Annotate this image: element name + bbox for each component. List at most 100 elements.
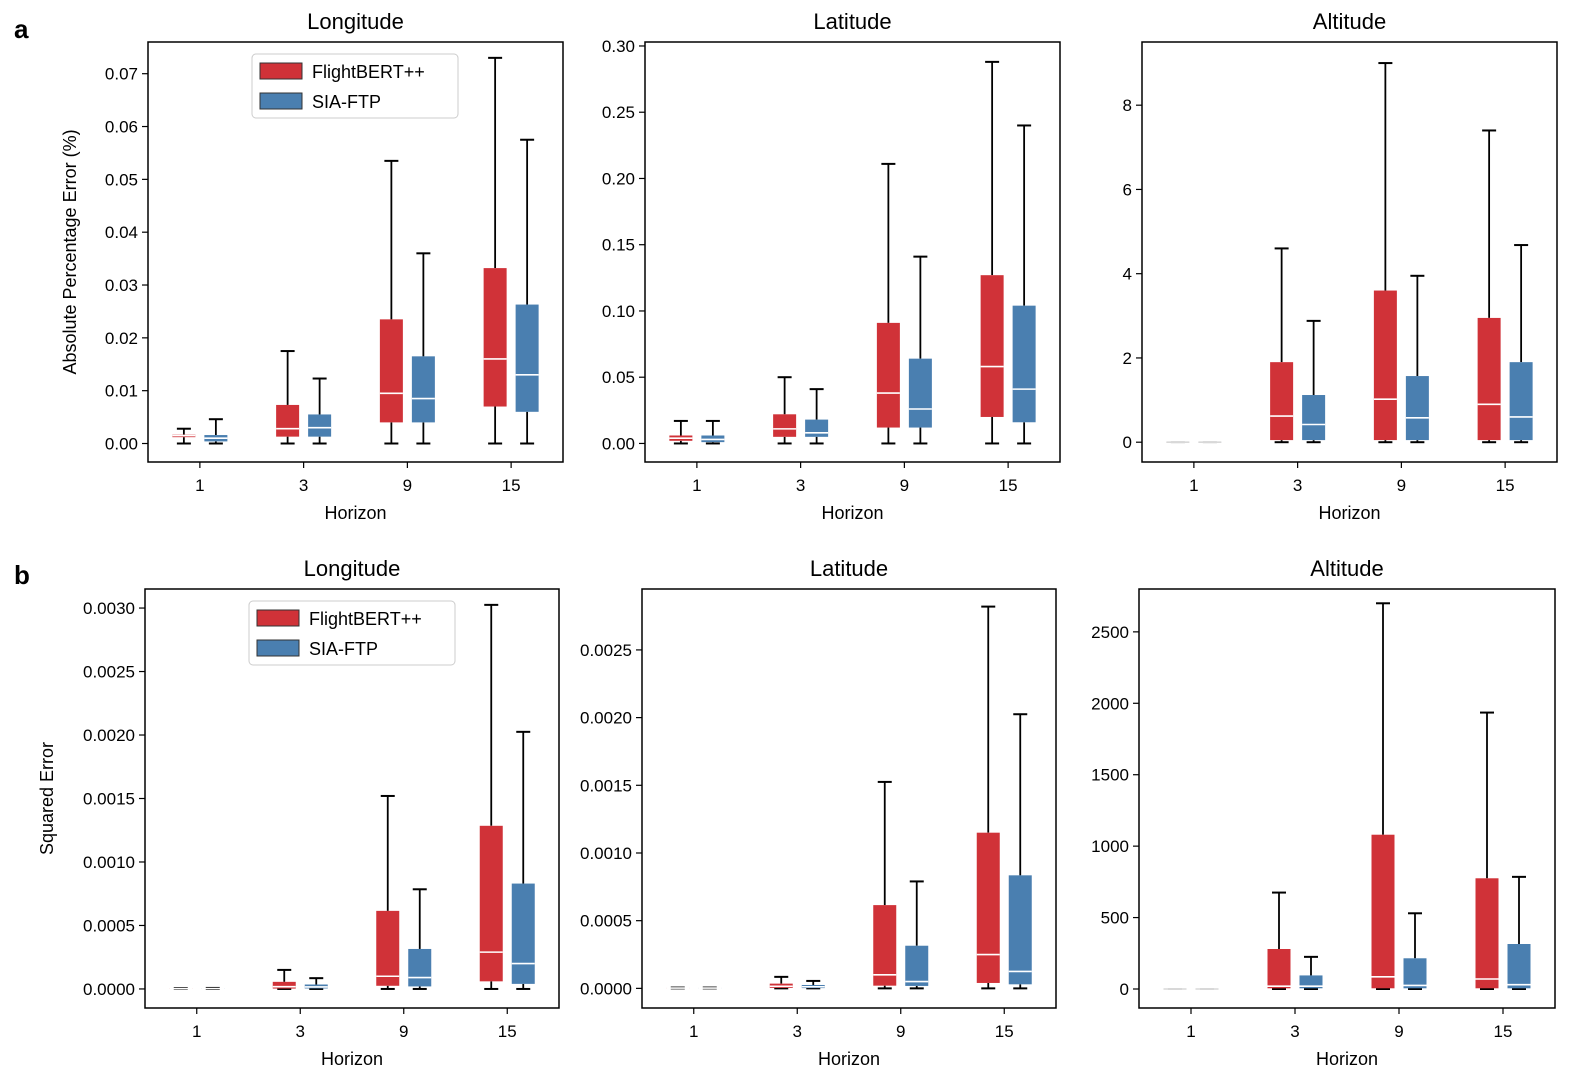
box-flightbert--h1 [169, 987, 193, 990]
box-flightbert--h1 [172, 427, 196, 445]
x-tick-label: 15 [498, 1022, 517, 1041]
y-tick-label: 500 [1101, 909, 1129, 928]
x-axis-label: Horizon [321, 1049, 383, 1069]
y-tick-label: 2 [1123, 349, 1132, 368]
legend-swatch [256, 609, 300, 627]
iqr-box [976, 832, 1000, 983]
y-tick-label: 1000 [1091, 837, 1129, 856]
box-sia-ftp-h3 [1299, 955, 1323, 990]
box-sia-ftp-h3 [308, 377, 332, 445]
y-tick-label: 0.10 [602, 302, 635, 321]
chart-title: Altitude [1313, 9, 1386, 34]
box-sia-ftp-h1 [204, 418, 228, 445]
x-axis-label: Horizon [818, 1049, 880, 1069]
box-sia-ftp-h15 [1012, 124, 1036, 445]
y-tick-label: 0.0005 [83, 916, 135, 935]
x-tick-label: 1 [1189, 476, 1198, 495]
x-tick-label: 15 [995, 1022, 1014, 1041]
iqr-box [905, 945, 929, 986]
legend-label: SIA-FTP [312, 92, 381, 112]
iqr-box [773, 414, 797, 437]
x-axis-label: Horizon [1318, 503, 1380, 523]
x-tick-label: 1 [195, 476, 204, 495]
chart-title: Longitude [307, 9, 404, 34]
iqr-box [1373, 290, 1397, 441]
x-tick-label: 3 [793, 1022, 802, 1041]
y-tick-label: 0.0025 [83, 663, 135, 682]
x-tick-label: 15 [1496, 476, 1515, 495]
iqr-box [1371, 834, 1395, 989]
panel-label-a: a [14, 14, 29, 44]
x-tick-label: 15 [1494, 1022, 1513, 1041]
box-flightbert--h15 [483, 56, 507, 445]
box-flightbert--h1 [666, 986, 690, 990]
y-tick-label: 0.05 [105, 170, 138, 189]
y-tick-label: 0.00 [105, 435, 138, 454]
axes-frame [1138, 588, 1556, 1009]
iqr-box [511, 883, 535, 984]
iqr-box [376, 910, 400, 986]
y-tick-label: 0 [1123, 433, 1132, 452]
chart-title: Longitude [304, 556, 401, 581]
chart-b-altitude: Altitude 0 500 1000 1500 2000 2500 1 3 9 15 Horizon [1091, 556, 1556, 1069]
legend-frame [248, 600, 456, 666]
iqr-box [1405, 376, 1429, 441]
chart-a-altitude: Altitude 0 2 4 6 8 1 3 9 15 Horizon [1123, 9, 1558, 523]
x-tick-label: 3 [1290, 1022, 1299, 1041]
box-flightbert--h15 [976, 605, 1000, 990]
box-sia-ftp-h3 [805, 388, 829, 445]
y-tick-label: 0.0005 [580, 912, 632, 931]
box-sia-ftp-h1 [701, 419, 725, 445]
chart-title: Altitude [1310, 556, 1383, 581]
y-tick-label: 0.25 [602, 103, 635, 122]
box-flightbert--h9 [1373, 62, 1397, 444]
box-flightbert--h3 [276, 350, 300, 445]
iqr-box [408, 948, 432, 987]
box-flightbert--h9 [379, 159, 403, 445]
box-sia-ftp-h3 [304, 977, 328, 990]
iqr-box [276, 404, 300, 437]
iqr-box [873, 905, 897, 986]
y-tick-label: 4 [1123, 265, 1132, 284]
y-tick-label: 0.0030 [83, 599, 135, 618]
chart-b-latitude: Latitude 0.0000 0.0005 0.0010 0.0015 0.0020 0.… [580, 556, 1057, 1069]
y-tick-label: 0.0010 [580, 844, 632, 863]
iqr-box [411, 356, 435, 423]
x-axis-label: Horizon [324, 503, 386, 523]
y-tick-label: 0.0015 [83, 790, 135, 809]
iqr-box [908, 358, 932, 428]
iqr-box [805, 419, 829, 437]
y-tick-label: 1500 [1091, 766, 1129, 785]
box-flightbert--h9 [876, 162, 900, 445]
legend: FlightBERT++ SIA-FTP [248, 600, 456, 666]
chart-a-latitude: Latitude 0.00 0.05 0.10 0.15 0.20 0.25 0.30 1 3 9 1… [602, 9, 1061, 523]
iqr-box [1475, 878, 1499, 989]
iqr-box [876, 322, 900, 428]
legend-swatch [259, 62, 303, 80]
iqr-box [1267, 949, 1291, 989]
y-tick-label: 0.0015 [580, 776, 632, 795]
chart-title: Latitude [810, 556, 888, 581]
y-tick-label: 0.0010 [83, 853, 135, 872]
legend-label: FlightBERT++ [309, 609, 422, 629]
y-tick-label: 0.05 [602, 368, 635, 387]
box-flightbert--h15 [479, 603, 503, 990]
panel-label-b: b [14, 560, 30, 590]
chart-title: Latitude [813, 9, 891, 34]
box-flightbert--h3 [1270, 247, 1294, 444]
x-tick-label: 3 [796, 476, 805, 495]
box-sia-ftp-h9 [1405, 274, 1429, 444]
box-flightbert--h9 [1371, 602, 1395, 990]
x-tick-label: 15 [502, 476, 521, 495]
iqr-box [1477, 317, 1501, 441]
iqr-box [483, 268, 507, 407]
y-tick-label: 0.03 [105, 276, 138, 295]
legend-frame [251, 53, 459, 119]
legend-label: FlightBERT++ [312, 62, 425, 82]
iqr-box [515, 304, 539, 412]
box-sia-ftp-h9 [905, 880, 929, 990]
iqr-box [479, 825, 503, 982]
axes-frame [644, 41, 1061, 463]
box-sia-ftp-h15 [1008, 713, 1032, 990]
axes-frame [147, 41, 564, 463]
